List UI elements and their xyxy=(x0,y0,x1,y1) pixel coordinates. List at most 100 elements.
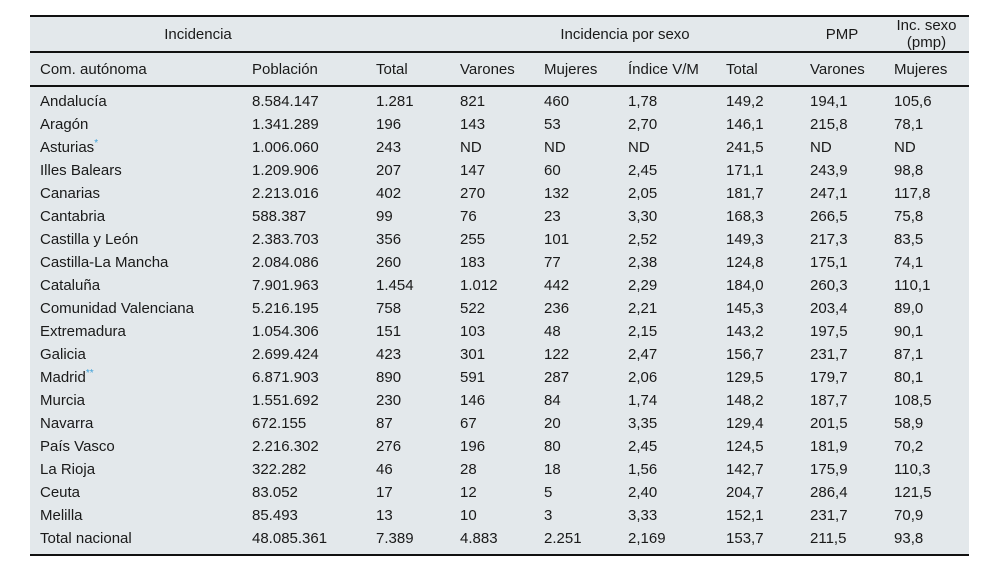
cell-value: 247,1 xyxy=(810,185,848,202)
cell-value: 181,9 xyxy=(810,438,848,455)
cell-value: 80 xyxy=(544,438,561,455)
cell-value: 89,0 xyxy=(894,300,924,317)
cell-value: 28 xyxy=(460,461,477,478)
cell-value: 184,0 xyxy=(726,277,764,294)
cell-value: 98,8 xyxy=(894,162,924,179)
cell-region: País Vasco xyxy=(30,435,242,458)
cell-value: 1.006.060 xyxy=(252,139,319,156)
cell-value: 75,8 xyxy=(894,208,924,225)
region-name: Melilla xyxy=(40,507,83,524)
cell-value: 2,45 xyxy=(628,162,658,179)
cell-value: 442 xyxy=(544,277,570,294)
table-row: Extremadura 1.054.306 151 103 48 2,15 143,2 197… xyxy=(30,320,969,343)
cell-value: 58,9 xyxy=(894,415,924,432)
table-row: Illes Balears 1.209.906 207 147 60 2,45 171,1 2… xyxy=(30,159,969,182)
cell-region: Madrid** xyxy=(30,366,242,389)
cell-value: 2,169 xyxy=(628,530,666,547)
cell-region: Cantabria xyxy=(30,205,242,228)
cell-value: 175,1 xyxy=(810,254,848,271)
cell-region: Melilla xyxy=(30,504,242,527)
cell-region: Illes Balears xyxy=(30,159,242,182)
cell-value: 1,56 xyxy=(628,461,658,478)
cell-value: 183 xyxy=(460,254,486,271)
cell-value: 105,6 xyxy=(894,93,932,110)
cell-value: 171,1 xyxy=(726,162,764,179)
cell-value: 129,5 xyxy=(726,369,764,386)
cell-value: 101 xyxy=(544,231,570,248)
cell-value: 5.216.195 xyxy=(252,300,319,317)
cell-value: 20 xyxy=(544,415,561,432)
header-group-incidencia: Incidencia xyxy=(30,15,367,52)
region-name: Cataluña xyxy=(40,277,101,294)
table-row: Total nacional 48.085.361 7.389 4.883 2.251 2… xyxy=(30,527,969,555)
cell-value: 207 xyxy=(376,162,402,179)
cell-value: 203,4 xyxy=(810,300,848,317)
cell-value: 2,06 xyxy=(628,369,658,386)
cell-value: 117,8 xyxy=(894,185,931,202)
cell-value: 148,2 xyxy=(726,392,764,409)
cell-region: La Rioja xyxy=(30,458,242,481)
cell-value: 287 xyxy=(544,369,570,386)
cell-value: 3,35 xyxy=(628,415,658,432)
header-group-incidencia-por-sexo: Incidencia por sexo xyxy=(450,15,801,52)
cell-value: 77 xyxy=(544,254,561,271)
cell-value: 758 xyxy=(376,300,402,317)
cell-region: Castilla y León xyxy=(30,228,242,251)
cell-value: 87,1 xyxy=(894,346,924,363)
cell-value: 110,1 xyxy=(894,277,931,294)
cell-value: 402 xyxy=(376,185,402,202)
cell-value: 83.052 xyxy=(252,484,298,501)
region-name: Aragón xyxy=(40,116,89,133)
header-group-pmp: PMP xyxy=(800,15,885,52)
table-row: Castilla-La Mancha 2.084.086 260 183 77 2,38 1… xyxy=(30,251,969,274)
cell-value: 67 xyxy=(460,415,477,432)
region-name: Ceuta xyxy=(40,484,81,501)
col-header-pmp-varones: Varones xyxy=(800,52,885,87)
cell-value: 142,7 xyxy=(726,461,764,478)
cell-value: ND xyxy=(810,139,832,156)
footnote-marker[interactable]: ** xyxy=(85,368,94,379)
cell-value: 99 xyxy=(376,208,393,225)
cell-region: Murcia xyxy=(30,389,242,412)
table-row: Castilla y León 2.383.703 356 255 101 2,52 149… xyxy=(30,228,969,251)
cell-value: 1.341.289 xyxy=(252,116,319,133)
cell-value: 522 xyxy=(460,300,486,317)
table-row: Cantabria 588.387 99 76 23 3,30 168,3 266,5 75,8 xyxy=(30,205,969,228)
cell-value: 255 xyxy=(460,231,486,248)
table-row: Navarra 672.155 87 67 20 3,35 129,4 201,5 58,9 xyxy=(30,412,969,435)
incidence-table: Incidencia Incidencia por sexo PMP Inc. … xyxy=(30,15,970,556)
table-row: Galicia 2.699.424 423 301 122 2,47 156,7 231,7 8… xyxy=(30,343,969,366)
region-name: Castilla-La Mancha xyxy=(40,254,169,271)
cell-value: 124,5 xyxy=(726,438,764,455)
footnote-marker[interactable]: * xyxy=(94,138,99,149)
table-row: Madrid** 6.871.903 890 591 287 2,06 129,5 179,7… xyxy=(30,366,969,389)
table-row: Aragón 1.341.289 196 143 53 2,70 146,1 215,8 78,… xyxy=(30,113,969,136)
cell-value: 146,1 xyxy=(726,116,764,133)
cell-value: 156,7 xyxy=(726,346,764,363)
region-name: Castilla y León xyxy=(40,231,139,248)
cell-value: 103 xyxy=(460,323,486,340)
cell-value: 301 xyxy=(460,346,486,363)
cell-value: 217,3 xyxy=(810,231,848,248)
cell-value: 2,21 xyxy=(628,300,658,317)
cell-value: 2.084.086 xyxy=(252,254,319,271)
cell-value: 129,4 xyxy=(726,415,764,432)
incidence-table-container: Incidencia Incidencia por sexo PMP Inc. … xyxy=(30,15,970,556)
cell-value: 194,1 xyxy=(810,93,848,110)
cell-value: 588.387 xyxy=(252,208,307,225)
col-header-pmp-total: Total xyxy=(716,52,801,87)
cell-value: 236 xyxy=(544,300,570,317)
cell-value: 196 xyxy=(376,116,402,133)
cell-region: Canarias xyxy=(30,182,242,205)
cell-value: 175,9 xyxy=(810,461,848,478)
cell-value: 1,78 xyxy=(628,93,658,110)
cell-value: ND xyxy=(544,139,566,156)
cell-value: 2.216.302 xyxy=(252,438,319,455)
cell-value: 2,52 xyxy=(628,231,658,248)
cell-value: ND xyxy=(894,139,916,156)
table-row: Andalucía 8.584.147 1.281 821 460 1,78 149,2 19… xyxy=(30,86,969,113)
cell-value: 286,4 xyxy=(810,484,848,501)
cell-region: Castilla-La Mancha xyxy=(30,251,242,274)
cell-value: 591 xyxy=(460,369,486,386)
cell-value: 3,30 xyxy=(628,208,658,225)
